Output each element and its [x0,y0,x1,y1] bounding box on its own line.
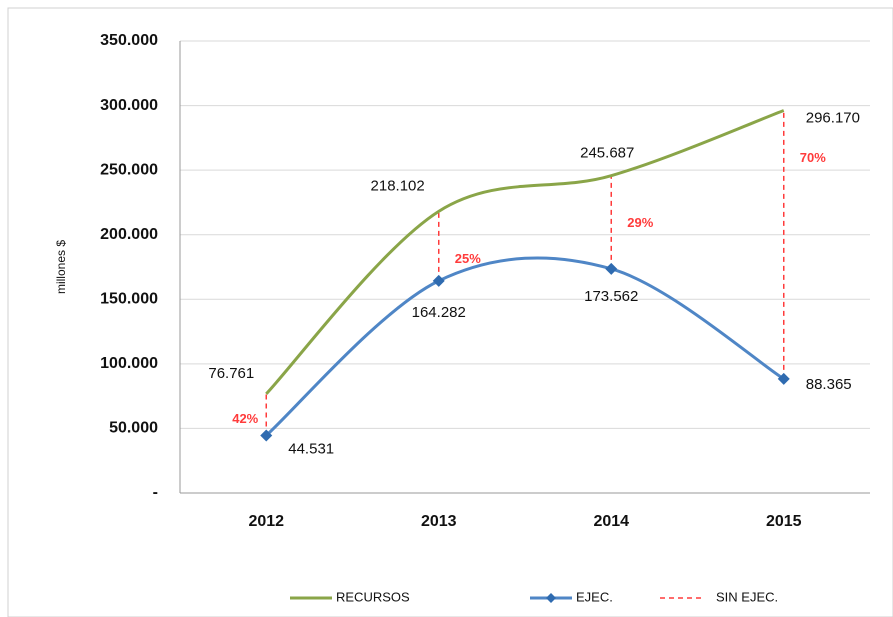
legend-label: RECURSOS [336,589,410,604]
x-tick-label: 2013 [421,513,457,530]
data-label: 218.102 [371,177,425,194]
gap-label: 70% [800,150,826,165]
x-tick-label: 2015 [766,513,802,530]
y-tick-label: 300.000 [100,97,158,114]
gap-label: 42% [232,411,258,426]
y-tick-label: 150.000 [100,291,158,308]
y-tick-label: 100.000 [100,355,158,372]
series-line [265,256,785,437]
data-label: 296.170 [806,109,860,126]
marker [432,274,445,287]
data-label: 76.761 [208,365,254,382]
x-tick-label: 2014 [593,513,629,530]
marker [260,429,273,442]
series-line [265,109,785,395]
gap-label: 29% [627,215,653,230]
data-label: 245.687 [580,145,634,162]
data-label: 44.531 [288,440,334,457]
data-label: 164.282 [412,304,466,321]
y-axis-label: millones $ [54,240,68,294]
y-tick-label: 200.000 [100,226,158,243]
data-label: 173.562 [584,288,638,305]
y-tick-label: - [153,484,158,501]
y-tick-label: 250.000 [100,161,158,178]
gap-label: 25% [455,251,481,266]
frame [7,7,893,617]
y-tick-label: 350.000 [100,32,158,49]
legend-label: SIN EJEC. [716,589,778,604]
data-label: 88.365 [806,376,852,393]
marker [777,372,790,385]
y-tick-label: 50.000 [109,420,158,437]
legend-marker [546,593,556,603]
legend-label: EJEC. [576,589,613,604]
marker [605,262,618,275]
x-tick-label: 2012 [248,513,284,530]
